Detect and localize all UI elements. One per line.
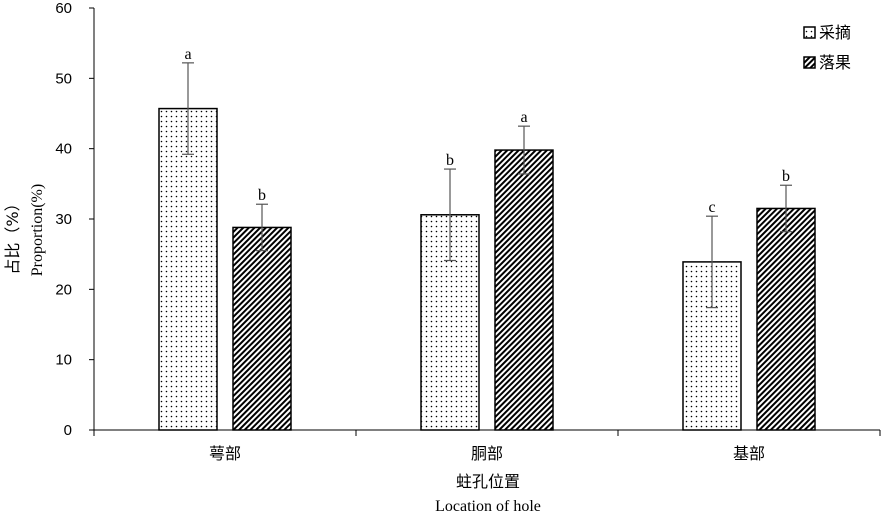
y-tick-label: 10 [55, 352, 72, 369]
legend-label: 采摘 [819, 23, 851, 42]
significance-label: c [708, 199, 715, 216]
y-tick-label: 60 [55, 0, 72, 17]
bar [756, 207, 816, 431]
x-axis-title-en: Location of hole [435, 498, 541, 515]
significance-label: a [520, 109, 527, 126]
legend-label: 落果 [819, 53, 851, 72]
x-tick-label: 基部 [733, 444, 765, 463]
y-tick-label: 50 [55, 70, 72, 87]
x-tick-label: 萼部 [209, 444, 241, 463]
y-axis: 0 10 20 30 40 50 60 [55, 0, 95, 439]
y-tick-label: 30 [55, 211, 72, 228]
x-axis: 萼部 胴部 基部 [93, 429, 881, 463]
x-tick-label: 胴部 [471, 444, 503, 463]
y-axis-title-en: Proportion(%) [29, 184, 46, 276]
y-tick-label: 0 [64, 422, 72, 439]
x-axis-title-cn: 蛀孔位置 [456, 472, 520, 491]
legend-swatch [803, 56, 816, 69]
legend-swatch [803, 26, 816, 39]
y-tick-label: 20 [55, 281, 72, 298]
significance-label: a [184, 46, 191, 63]
bar [158, 107, 218, 431]
bar [232, 226, 292, 431]
significance-label: b [446, 152, 454, 169]
bar [494, 149, 554, 431]
y-axis-title-cn: 占比（%） [3, 195, 22, 274]
y-tick-label: 40 [55, 141, 72, 158]
bars-group: a b b a c b [158, 46, 816, 431]
significance-label: b [258, 187, 266, 204]
significance-label: b [782, 168, 790, 185]
